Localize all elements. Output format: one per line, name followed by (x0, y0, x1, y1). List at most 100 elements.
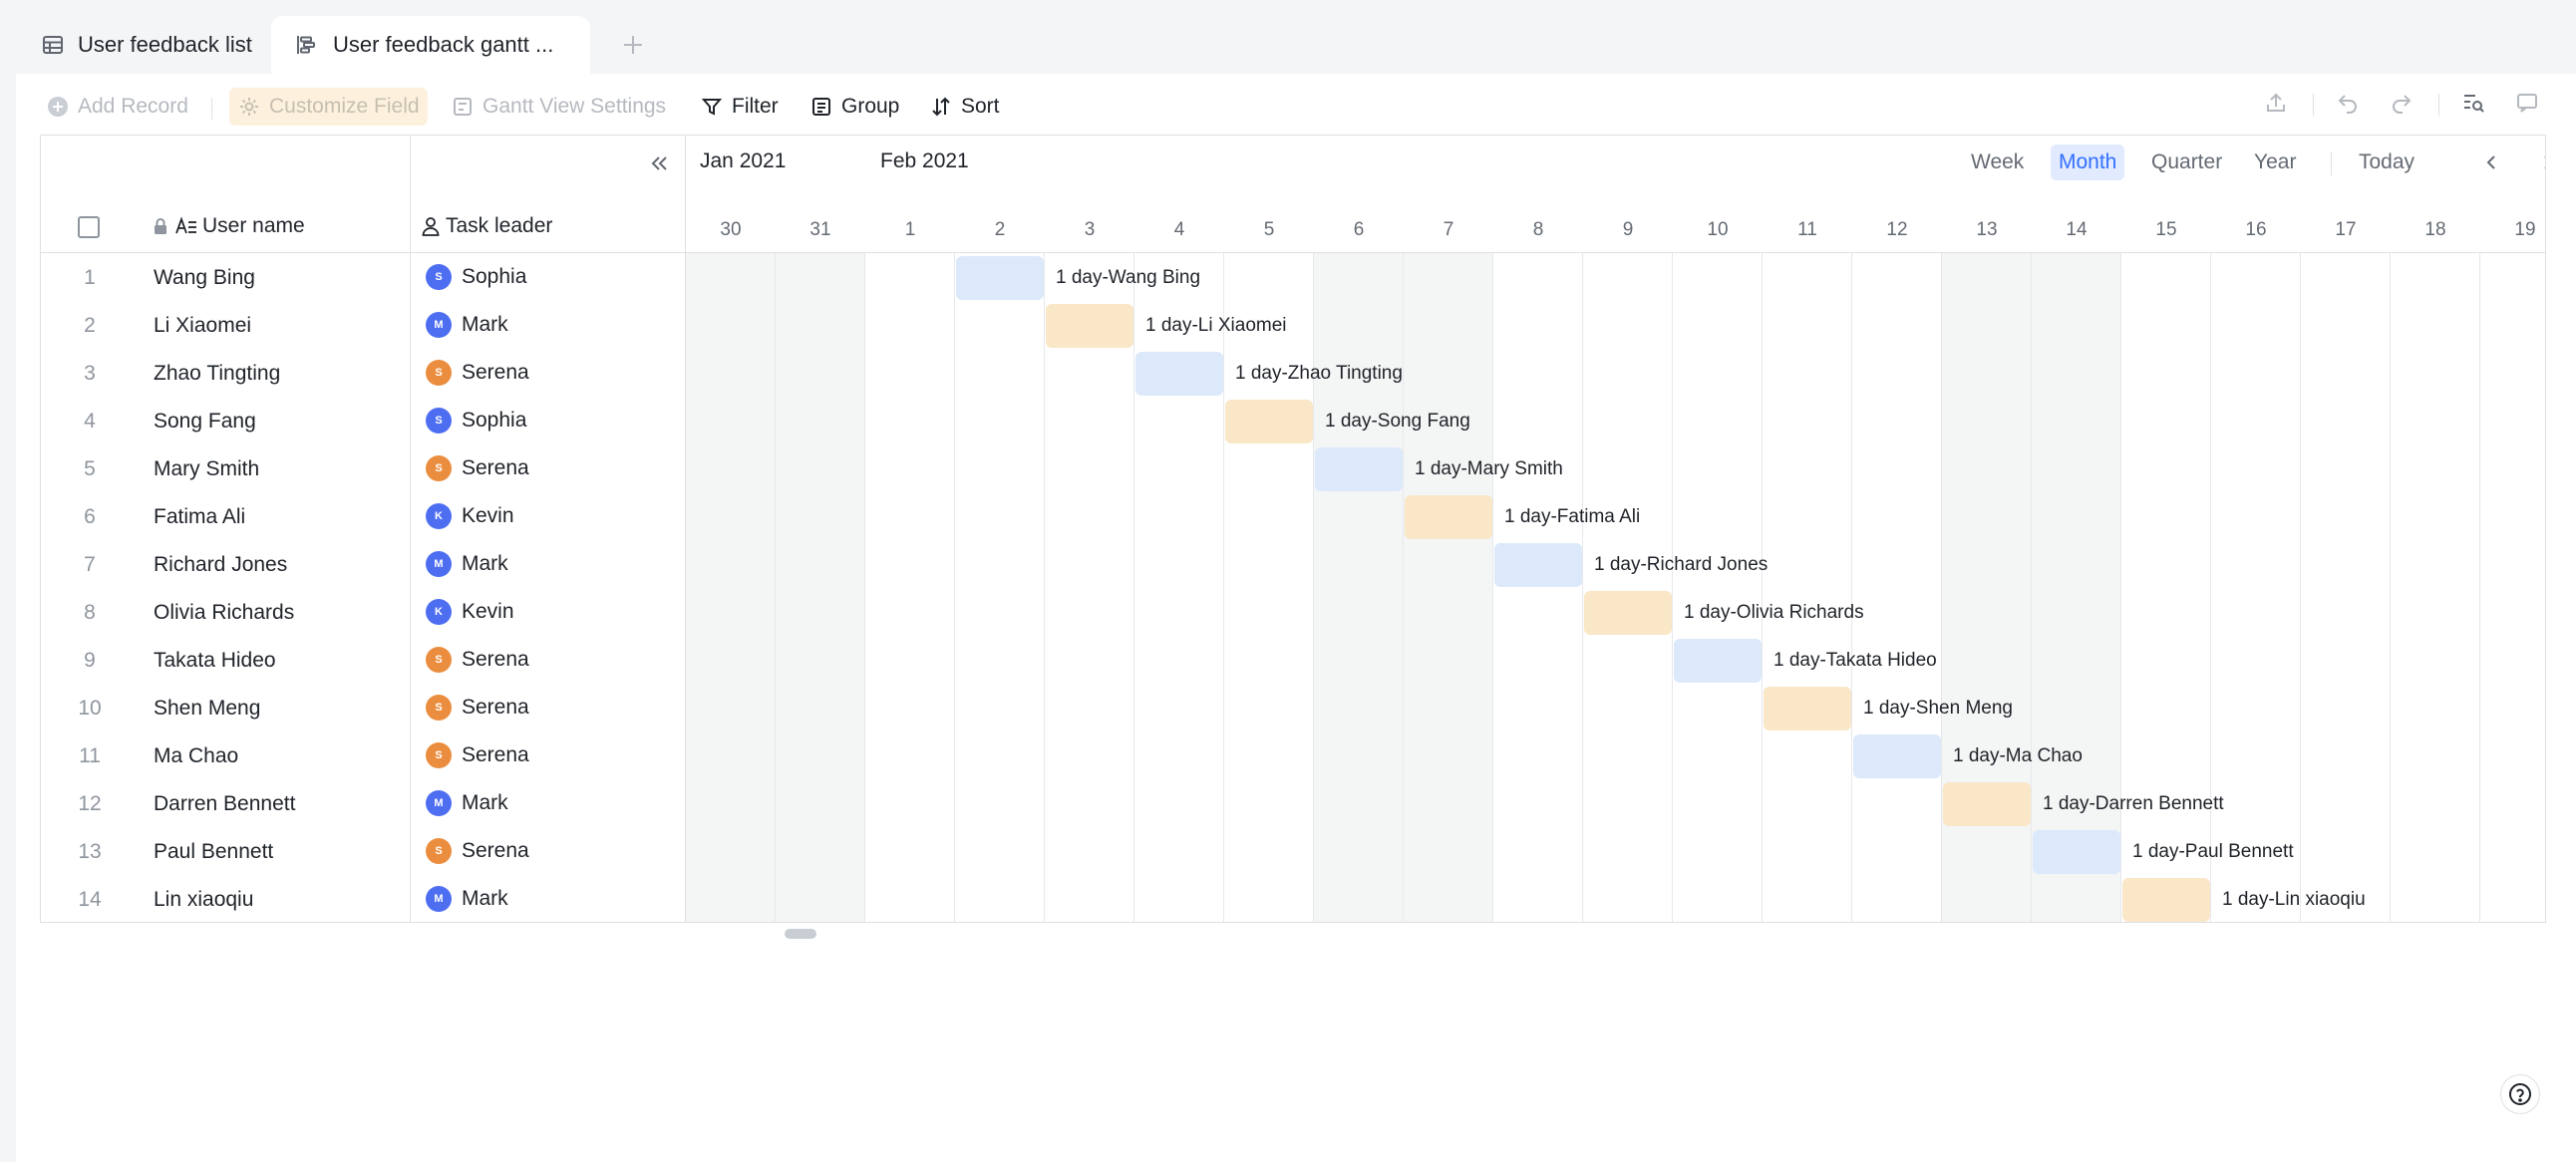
share-icon[interactable] (2261, 88, 2291, 118)
search-records-icon[interactable] (2458, 88, 2488, 118)
group-button[interactable]: Group (809, 88, 899, 126)
customize-field-button[interactable]: Customize Field (229, 88, 428, 126)
scale-quarter-button[interactable]: Quarter (2151, 150, 2223, 173)
gantt-bar[interactable] (1853, 734, 1941, 778)
scale-month-button[interactable]: Month (2051, 145, 2125, 180)
day-column[interactable] (2032, 253, 2121, 922)
table-row[interactable]: 10 Shen Meng S Serena (41, 685, 686, 732)
table-row[interactable]: 9 Takata Hideo S Serena (41, 637, 686, 685)
day-column[interactable] (2301, 253, 2391, 922)
gantt-bar[interactable] (1943, 782, 2031, 826)
user-name-cell[interactable]: Ma Chao (154, 744, 239, 767)
day-column[interactable] (1852, 253, 1942, 922)
task-leader-cell[interactable]: M Mark (426, 886, 508, 912)
user-name-cell[interactable]: Zhao Tingting (154, 362, 281, 385)
task-leader-cell[interactable]: S Serena (426, 647, 529, 673)
user-name-cell[interactable]: Richard Jones (154, 553, 288, 576)
table-row[interactable]: 1 Wang Bing S Sophia (41, 254, 686, 302)
day-column[interactable] (2391, 253, 2480, 922)
gantt-bar[interactable] (2033, 830, 2120, 874)
tab-user-feedback-list[interactable]: User feedback list (20, 16, 269, 74)
user-name-cell[interactable]: Takata Hideo (154, 649, 276, 672)
day-column[interactable] (1224, 253, 1314, 922)
task-leader-cell[interactable]: S Serena (426, 360, 529, 386)
table-row[interactable]: 6 Fatima Ali K Kevin (41, 493, 686, 541)
task-leader-cell[interactable]: S Sophia (426, 264, 526, 290)
gantt-bar[interactable] (1764, 687, 1851, 730)
chevron-left-icon[interactable] (2477, 147, 2507, 177)
day-column[interactable] (1583, 253, 1673, 922)
day-column[interactable] (1673, 253, 1763, 922)
gantt-bar[interactable] (956, 256, 1044, 300)
task-leader-cell[interactable]: S Sophia (426, 408, 526, 434)
table-row[interactable]: 4 Song Fang S Sophia (41, 398, 686, 445)
day-column[interactable] (1045, 253, 1134, 922)
sort-button[interactable]: Sort (929, 88, 1000, 126)
add-record-button[interactable]: Add Record (46, 88, 188, 126)
task-leader-cell[interactable]: S Serena (426, 455, 529, 481)
gantt-bar[interactable] (1494, 543, 1582, 587)
help-icon[interactable] (2500, 1074, 2540, 1114)
select-all-checkbox[interactable] (78, 216, 100, 238)
table-row[interactable]: 7 Richard Jones M Mark (41, 541, 686, 589)
day-column[interactable] (776, 253, 865, 922)
tab-user-feedback-gantt[interactable]: User feedback gantt ... (271, 16, 590, 74)
task-leader-cell[interactable]: M Mark (426, 551, 508, 577)
task-leader-cell[interactable]: S Serena (426, 838, 529, 864)
gantt-bar[interactable] (1584, 591, 1672, 635)
gantt-view-settings-button[interactable]: Gantt View Settings (451, 88, 666, 126)
user-name-cell[interactable]: Darren Bennett (154, 792, 296, 815)
add-tab-plus-icon[interactable] (616, 28, 650, 62)
user-name-cell[interactable]: Fatima Ali (154, 505, 246, 528)
day-column[interactable] (865, 253, 955, 922)
user-name-cell[interactable]: Paul Bennett (154, 840, 274, 863)
collapse-left-icon[interactable] (645, 149, 673, 177)
task-leader-cell[interactable]: K Kevin (426, 599, 514, 625)
gantt-bar[interactable] (1674, 639, 1762, 683)
redo-icon[interactable] (2387, 88, 2416, 118)
task-leader-cell[interactable]: K Kevin (426, 503, 514, 529)
comment-icon[interactable] (2512, 88, 2542, 118)
table-row[interactable]: 2 Li Xiaomei M Mark (41, 302, 686, 350)
day-column[interactable] (2480, 253, 2545, 922)
table-row[interactable]: 14 Lin xiaoqiu M Mark (41, 876, 686, 924)
horizontal-scrollbar[interactable] (785, 929, 816, 939)
undo-icon[interactable] (2333, 88, 2363, 118)
scale-week-button[interactable]: Week (1971, 150, 2025, 173)
table-row[interactable]: 12 Darren Bennett M Mark (41, 780, 686, 828)
filter-button[interactable]: Filter (700, 88, 779, 126)
day-column[interactable] (2121, 253, 2211, 922)
column-header-user-name[interactable]: User name (153, 209, 305, 243)
user-name-cell[interactable]: Song Fang (154, 410, 256, 433)
gantt-bar[interactable] (2122, 878, 2210, 922)
user-name-cell[interactable]: Olivia Richards (154, 601, 295, 624)
table-row[interactable]: 13 Paul Bennett S Serena (41, 828, 686, 876)
table-row[interactable]: 5 Mary Smith S Serena (41, 445, 686, 493)
gantt-bar[interactable] (1135, 352, 1223, 396)
today-button[interactable]: Today (2359, 150, 2415, 173)
day-column[interactable] (1134, 253, 1224, 922)
day-column[interactable] (1314, 253, 1404, 922)
day-column[interactable] (1404, 253, 1493, 922)
day-column[interactable] (1493, 253, 1583, 922)
user-name-cell[interactable]: Shen Meng (154, 697, 261, 720)
task-leader-cell[interactable]: S Serena (426, 695, 529, 721)
task-leader-cell[interactable]: M Mark (426, 790, 508, 816)
day-column[interactable] (1763, 253, 1852, 922)
gantt-bar[interactable] (1225, 400, 1313, 443)
gantt-bar[interactable] (1405, 495, 1492, 539)
gantt-bar[interactable] (1315, 447, 1403, 491)
gantt-bar[interactable] (1046, 304, 1133, 348)
table-row[interactable]: 3 Zhao Tingting S Serena (41, 350, 686, 398)
column-header-task-leader[interactable]: Task leader (422, 209, 552, 243)
table-row[interactable]: 11 Ma Chao S Serena (41, 732, 686, 780)
user-name-cell[interactable]: Li Xiaomei (154, 314, 252, 337)
user-name-cell[interactable]: Mary Smith (154, 457, 260, 480)
scale-year-button[interactable]: Year (2254, 150, 2297, 173)
day-column[interactable] (2211, 253, 2301, 922)
day-column[interactable] (955, 253, 1045, 922)
user-name-cell[interactable]: Lin xiaoqiu (154, 888, 254, 911)
task-leader-cell[interactable]: M Mark (426, 312, 508, 338)
user-name-cell[interactable]: Wang Bing (154, 266, 255, 289)
day-column[interactable] (686, 253, 776, 922)
